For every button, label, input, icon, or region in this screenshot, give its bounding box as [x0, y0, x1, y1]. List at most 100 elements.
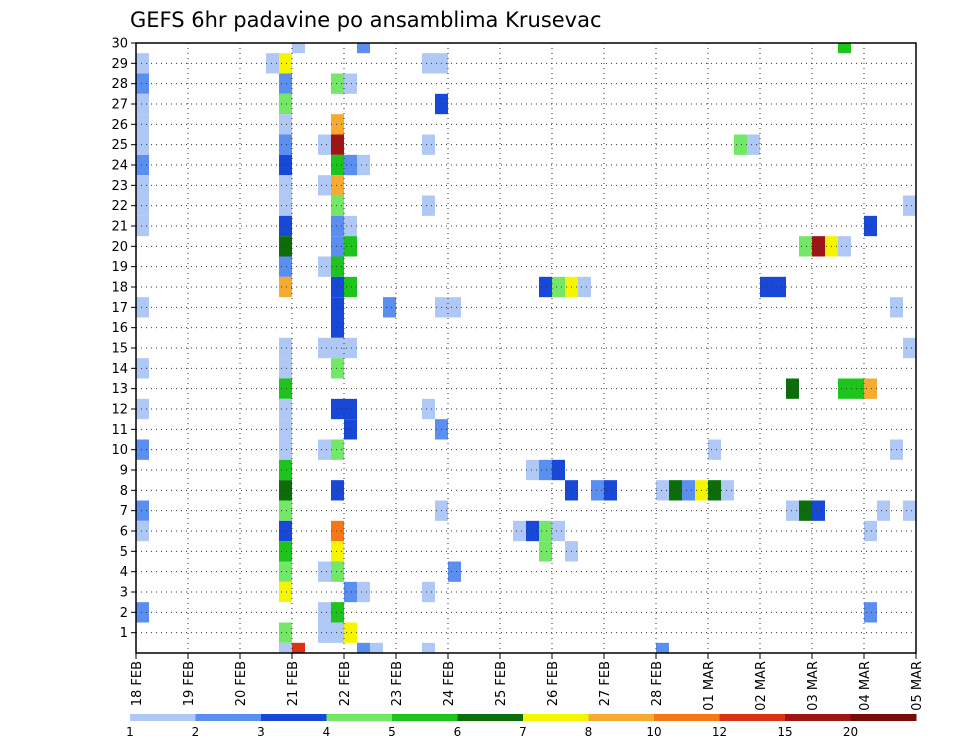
colorbar-swatch [392, 714, 458, 721]
heatmap-cell [292, 43, 305, 54]
y-tick-label: 18 [111, 281, 128, 296]
heatmap-cell [279, 114, 292, 135]
heatmap-cell [136, 520, 149, 542]
heatmap-cell [539, 541, 552, 562]
heatmap-cell [331, 297, 344, 318]
heatmap-cell [903, 195, 916, 216]
heatmap-cell [838, 378, 851, 399]
colorbar-legend: 1 2 3 4 5 6 7 8 10 12 15 20 [126, 714, 917, 739]
heatmap-cell [279, 541, 292, 562]
gridlines [136, 43, 916, 653]
heatmap-cell [344, 236, 357, 257]
heatmap-cell [136, 500, 149, 521]
heatmap-cell [357, 581, 370, 603]
x-tick-label: 03 MAR [806, 661, 821, 711]
colorbar-swatch [719, 714, 786, 721]
colorbar-swatch [654, 714, 720, 721]
heatmap-cell [864, 215, 877, 237]
chart-title: GEFS 6hr padavine po ansamblima Krusevac [130, 8, 602, 32]
heatmap-cell [526, 520, 539, 542]
y-tick-label: 29 [111, 57, 128, 72]
heatmap-cell [422, 195, 435, 216]
heatmap-cell [318, 622, 331, 643]
heatmap-cell [279, 561, 292, 582]
heatmap-cell [838, 43, 851, 54]
x-tick-label: 23 FEB [390, 661, 405, 706]
x-tick-label: 28 FEB [650, 661, 665, 706]
heatmap-cell [331, 439, 344, 460]
heatmap-cell [279, 93, 292, 115]
heatmap-cell [877, 500, 890, 521]
colorbar-swatch [523, 714, 589, 721]
heatmap-cell [838, 236, 851, 257]
heatmap-cell [136, 134, 149, 155]
y-tick-label: 17 [111, 301, 128, 316]
y-tick-label: 24 [111, 159, 128, 174]
heatmap-cell [734, 134, 747, 155]
heatmap-cell [318, 134, 331, 155]
heatmap-cell [422, 642, 435, 653]
colorbar-label: 10 [646, 725, 661, 739]
heatmap-cell [279, 215, 292, 237]
heatmap-cell [279, 459, 292, 481]
colorbar-swatch [785, 714, 851, 721]
colorbar-label: 20 [843, 725, 858, 739]
y-tick-label: 7 [120, 504, 128, 519]
heatmap-cell [279, 276, 292, 298]
heatmap-cell [851, 378, 864, 399]
heatmap-cell [773, 276, 786, 298]
y-tick-label: 20 [111, 240, 128, 255]
heatmap-cell [383, 297, 396, 318]
heatmap-cell [903, 337, 916, 359]
heatmap-cell [279, 581, 292, 603]
x-tick-label: 20 FEB [234, 661, 249, 706]
y-tick-label: 21 [111, 220, 128, 235]
heatmap-cell [318, 175, 331, 196]
colorbar-label: 1 [126, 725, 134, 739]
heatmap-cell [331, 358, 344, 379]
heatmap-cell [526, 459, 539, 481]
heatmap-cell [331, 73, 344, 94]
heatmap-cell [669, 480, 682, 501]
y-tick-label: 19 [111, 260, 128, 275]
y-tick-label: 4 [120, 565, 128, 580]
heatmap-cell [539, 459, 552, 481]
heatmap-cell [344, 154, 357, 176]
y-tick-label: 22 [111, 199, 128, 214]
heatmap-cell [318, 561, 331, 582]
heatmap-cell [331, 236, 344, 257]
heatmap-cell [331, 114, 344, 135]
heatmap-cell [136, 73, 149, 94]
heatmap-cell [136, 154, 149, 176]
heatmap-cell [318, 439, 331, 460]
heatmap-cell [266, 53, 279, 74]
heatmap-cell [331, 541, 344, 562]
heatmap-cell [799, 500, 812, 521]
y-tick-label: 3 [120, 586, 128, 601]
heatmap-cell [136, 215, 149, 237]
heatmap-cell [682, 480, 695, 501]
heatmap-cell [318, 337, 331, 359]
heatmap-cell [331, 561, 344, 582]
heatmap-cell [448, 297, 461, 318]
heatmap-cell [331, 195, 344, 216]
y-tick-label: 9 [120, 464, 128, 479]
y-tick-label: 1 [120, 626, 128, 641]
heatmap-cell [136, 114, 149, 135]
heatmap-cell [279, 378, 292, 399]
y-tick-label: 14 [111, 362, 128, 377]
heatmap-cell [786, 378, 799, 399]
colorbar-label: 8 [585, 725, 593, 739]
heatmap-cell [331, 622, 344, 643]
y-tick-label: 26 [111, 118, 128, 133]
heatmap-cell [279, 500, 292, 521]
heatmap-cell [799, 236, 812, 257]
heatmap-cell [721, 480, 734, 501]
heatmap-cell [552, 520, 565, 542]
heatmap-cell [136, 602, 149, 623]
heatmap-cell [279, 53, 292, 74]
heatmap-cell [279, 256, 292, 277]
colorbar-label: 2 [192, 725, 200, 739]
heatmap-cell [331, 317, 344, 338]
